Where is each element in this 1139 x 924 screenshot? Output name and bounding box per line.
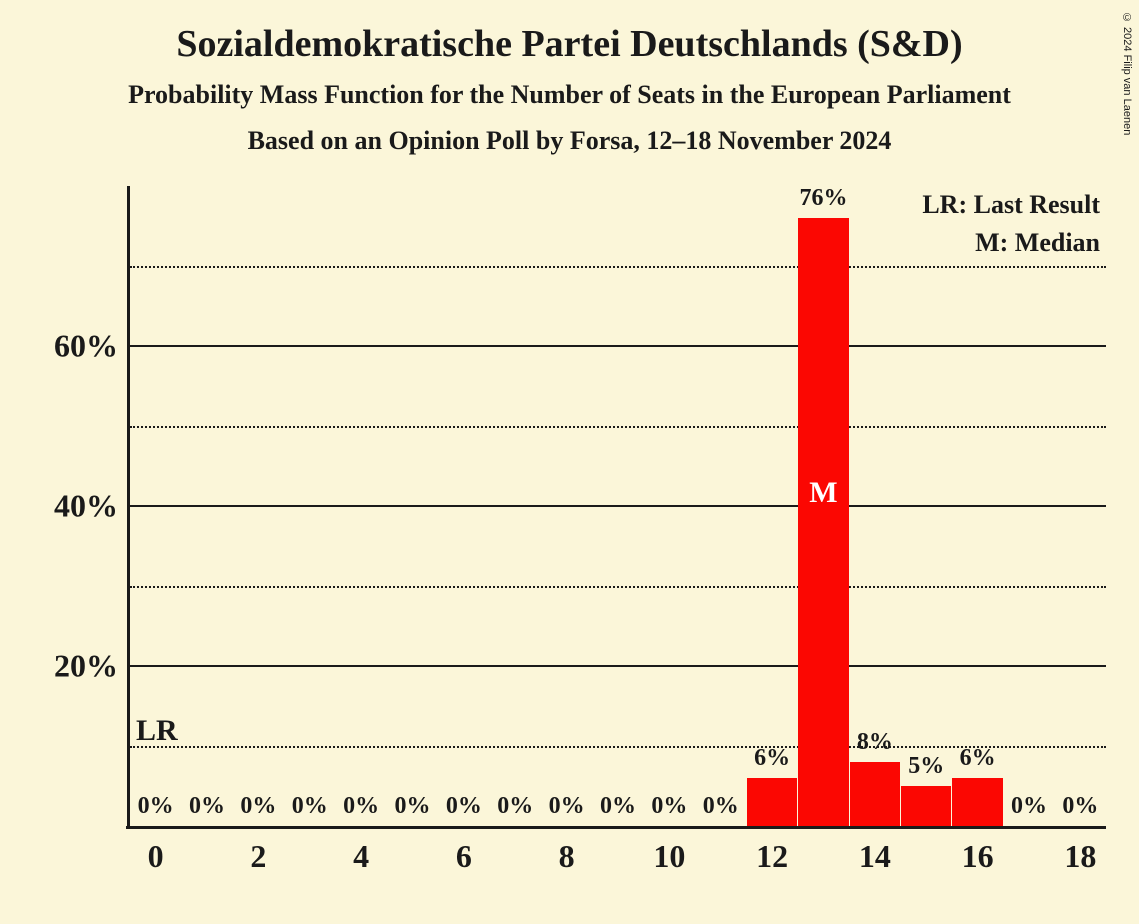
bar-value-label: 6% [960, 745, 996, 772]
bar-value-label: 0% [189, 793, 225, 820]
bar-value-label: 0% [600, 793, 636, 820]
gridline-major [130, 505, 1106, 507]
bar [901, 786, 951, 826]
last-result-marker: LR [136, 714, 178, 748]
bar-value-label: 0% [497, 793, 533, 820]
copyright-text: © 2024 Filip van Laenen [1121, 12, 1133, 135]
y-tick-label: 60% [54, 328, 118, 365]
x-axis [126, 826, 1106, 829]
gridline-major [130, 345, 1106, 347]
y-tick-label: 40% [54, 488, 118, 525]
gridline-minor [130, 266, 1106, 268]
bar [952, 778, 1002, 826]
x-tick-label: 12 [756, 838, 788, 875]
bar-value-label: 76% [799, 185, 847, 212]
chart-container: Sozialdemokratische Partei Deutschlands … [0, 0, 1139, 924]
bar [850, 762, 900, 826]
bar-value-label: 0% [395, 793, 431, 820]
x-tick-label: 6 [456, 838, 472, 875]
bar-value-label: 0% [549, 793, 585, 820]
bar [747, 778, 797, 826]
legend-lr: LR: Last Result [876, 190, 1100, 220]
bar-value-label: 0% [703, 793, 739, 820]
bar-value-label: 0% [138, 793, 174, 820]
median-marker: M [809, 476, 837, 510]
bar-value-label: 6% [754, 745, 790, 772]
chart-subtitle-2: Based on an Opinion Poll by Forsa, 12–18… [0, 126, 1139, 156]
bar-value-label: 0% [446, 793, 482, 820]
x-tick-label: 0 [148, 838, 164, 875]
x-tick-label: 8 [559, 838, 575, 875]
x-tick-label: 14 [859, 838, 891, 875]
y-axis [127, 186, 130, 829]
x-tick-label: 4 [353, 838, 369, 875]
x-tick-label: 2 [250, 838, 266, 875]
gridline-minor [130, 426, 1106, 428]
plot-area: 0% 0% 0% 0% 0% 0% 0% 0% 0% 0% 0% 0% 6% 76% M 8% 5% 6% 0% 0%… [130, 186, 1106, 826]
bar-value-label: 8% [857, 729, 893, 756]
x-tick-label: 18 [1064, 838, 1096, 875]
chart-title: Sozialdemokratische Partei Deutschlands … [0, 22, 1139, 66]
legend-m: M: Median [876, 228, 1100, 258]
bar-value-label: 0% [1062, 793, 1098, 820]
bar-value-label: 0% [343, 793, 379, 820]
bar [798, 218, 848, 826]
gridline-minor [130, 586, 1106, 588]
bar-value-label: 0% [651, 793, 687, 820]
chart-subtitle-1: Probability Mass Function for the Number… [0, 80, 1139, 110]
bar-value-label: 0% [1011, 793, 1047, 820]
bar-value-label: 0% [292, 793, 328, 820]
bar-value-label: 5% [908, 753, 944, 780]
gridline-major [130, 665, 1106, 667]
x-tick-label: 16 [962, 838, 994, 875]
x-tick-label: 10 [653, 838, 685, 875]
y-tick-label: 20% [54, 648, 118, 685]
bar-value-label: 0% [240, 793, 276, 820]
legend: LR: Last Result M: Median [876, 190, 1100, 258]
